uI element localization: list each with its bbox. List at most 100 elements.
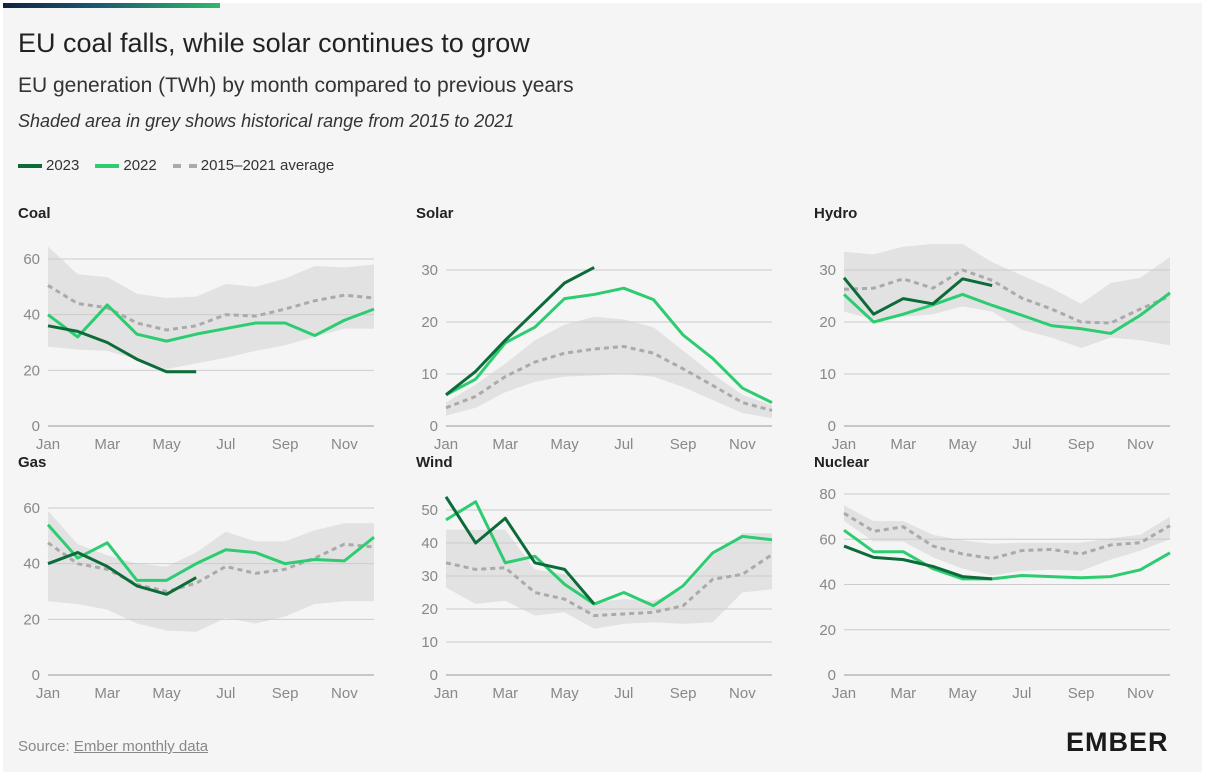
coal-ytick-label-40: 40 — [23, 307, 40, 324]
coal-panel-title: Coal — [18, 205, 51, 222]
coal-ytick-label-20: 20 — [23, 362, 40, 379]
coal-xtick-label-jan: Jan — [36, 436, 60, 453]
wind-xtick-label-sep: Sep — [670, 685, 697, 702]
ember-logo: EMBER — [1066, 727, 1169, 758]
nuclear-line-2023 — [843, 544, 993, 581]
wind-panel-title: Wind — [416, 454, 453, 471]
wind-line-2022 — [445, 500, 773, 608]
coal-xtick-label-may: May — [152, 436, 181, 453]
wind-xtick-label-jan: Jan — [434, 685, 458, 702]
gas-line-2023 — [47, 551, 197, 596]
wind-line-average — [445, 553, 773, 618]
hydro-ytick-label-10: 10 — [819, 366, 836, 383]
gas-panel-title: Gas — [18, 454, 46, 471]
range-note: Shaded area in grey shows historical ran… — [18, 111, 515, 131]
coal-line-2023 — [47, 324, 197, 374]
solar-ytick-label-10: 10 — [421, 366, 438, 383]
hydro-xtick-label-sep: Sep — [1068, 436, 1095, 453]
hydro-xtick-label-jan: Jan — [832, 436, 856, 453]
legend-swatch-2022 — [95, 163, 120, 168]
nuclear-ytick-label-0: 0 — [828, 667, 836, 684]
nuclear-xtick-label-jan: Jan — [832, 685, 856, 702]
hydro-xtick-label-jul: Jul — [1012, 436, 1031, 453]
gas-xtick-label-may: May — [152, 685, 181, 702]
chart-card — [3, 3, 1202, 772]
nuclear-panel-title: Nuclear — [814, 454, 869, 471]
gas-ytick-label-0: 0 — [32, 667, 40, 684]
nuclear-xtick-label-jul: Jul — [1012, 685, 1031, 702]
nuclear-xtick-label-nov: Nov — [1127, 685, 1154, 702]
hydro-line-average — [843, 268, 1171, 325]
source-note: Source: Ember monthly data — [18, 738, 208, 755]
gas-xtick-label-sep: Sep — [272, 685, 299, 702]
legend-swatch-average — [172, 163, 197, 168]
solar-xtick-label-jan: Jan — [434, 436, 458, 453]
gas-xtick-label-mar: Mar — [94, 685, 120, 702]
logo-text: EMBER — [1066, 727, 1169, 757]
hydro-xtick-label-may: May — [948, 436, 977, 453]
coal-ytick-label-0: 0 — [32, 418, 40, 435]
page-subtitle: EU generation (TWh) by month compared to… — [18, 74, 574, 97]
nuclear-line-2022 — [843, 528, 1171, 581]
legend-item-2022: 2022 — [95, 157, 157, 174]
top-accent-bar — [3, 3, 220, 8]
coal-historical-range — [48, 246, 374, 369]
legend-swatch-2023 — [18, 163, 42, 168]
hydro-line-2022 — [842, 291, 1171, 335]
gas-ytick-label-20: 20 — [23, 611, 40, 628]
coal-xtick-label-mar: Mar — [94, 436, 120, 453]
hydro-xtick-label-nov: Nov — [1127, 436, 1154, 453]
solar-ytick-label-20: 20 — [421, 314, 438, 331]
source-link[interactable]: Ember monthly data — [73, 738, 209, 755]
legend-item-average: 2015–2021 average — [172, 157, 335, 174]
coal-ytick-label-60: 60 — [23, 251, 40, 268]
wind-xtick-label-may: May — [550, 685, 579, 702]
solar-ytick-label-30: 30 — [421, 262, 438, 279]
wind-xtick-label-mar: Mar — [492, 685, 518, 702]
wind-historical-range — [446, 529, 772, 629]
gas-xtick-label-nov: Nov — [331, 685, 358, 702]
wind-ytick-label-50: 50 — [421, 502, 438, 519]
page-title: EU coal falls, while solar continues to … — [18, 28, 530, 58]
solar-xtick-label-jul: Jul — [614, 436, 633, 453]
coal-line-2022 — [47, 303, 375, 343]
legend-label-2022: 2022 — [123, 157, 157, 174]
solar-panel-title: Solar — [416, 205, 454, 222]
solar-xtick-label-sep: Sep — [670, 436, 697, 453]
coal-line-average — [47, 284, 375, 332]
wind-ytick-label-30: 30 — [421, 568, 438, 585]
solar-xtick-label-nov: Nov — [729, 436, 756, 453]
legend-label-2023: 2023 — [46, 157, 80, 174]
gas-line-average — [47, 541, 375, 593]
hydro-panel-title: Hydro — [814, 205, 857, 222]
nuclear-xtick-label-may: May — [948, 685, 977, 702]
nuclear-historical-range — [844, 505, 1170, 576]
hydro-xtick-label-mar: Mar — [890, 436, 916, 453]
nuclear-xtick-label-sep: Sep — [1068, 685, 1095, 702]
nuclear-ytick-label-20: 20 — [819, 622, 836, 639]
nuclear-ytick-label-40: 40 — [819, 577, 836, 594]
wind-xtick-label-nov: Nov — [729, 685, 756, 702]
coal-xtick-label-sep: Sep — [272, 436, 299, 453]
hydro-line-2023 — [842, 276, 993, 316]
gas-line-2022 — [46, 523, 375, 582]
hydro-ytick-label-0: 0 — [828, 418, 836, 435]
wind-ytick-label-0: 0 — [430, 667, 438, 684]
nuclear-ytick-label-60: 60 — [819, 531, 836, 548]
legend-label-average: 2015–2021 average — [200, 157, 335, 174]
nuclear-xtick-label-mar: Mar — [890, 685, 916, 702]
solar-line-2023 — [445, 266, 595, 396]
coal-xtick-label-nov: Nov — [331, 436, 358, 453]
wind-ytick-label-20: 20 — [421, 601, 438, 618]
source-prefix: Source: — [18, 738, 74, 755]
nuclear-ytick-label-80: 80 — [819, 486, 836, 503]
legend-item-2023: 2023 — [18, 157, 79, 174]
solar-xtick-label-may: May — [550, 436, 579, 453]
wind-xtick-label-jul: Jul — [614, 685, 633, 702]
gas-xtick-label-jan: Jan — [36, 685, 60, 702]
legend: 2023 2022 2015–2021 average — [18, 157, 350, 174]
gas-historical-range — [48, 510, 374, 632]
wind-line-2023 — [444, 495, 596, 606]
hydro-ytick-label-30: 30 — [819, 262, 836, 279]
